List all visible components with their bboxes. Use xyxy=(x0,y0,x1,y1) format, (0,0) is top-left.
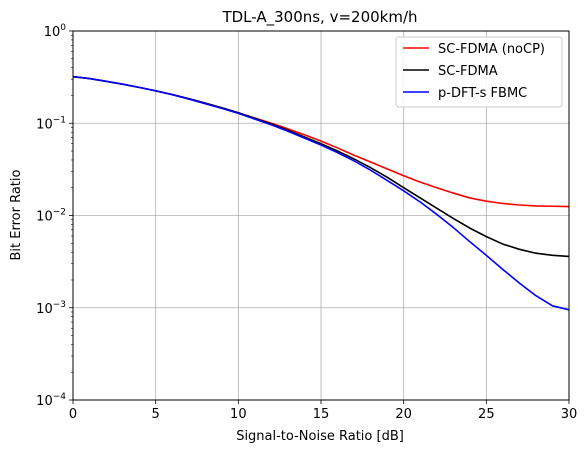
y-tick-label: 10−4 xyxy=(36,392,66,409)
chart-title: TDL-A_300ns, v=200km/h xyxy=(221,8,417,27)
x-tick-label: 30 xyxy=(561,407,578,422)
x-tick-label: 25 xyxy=(478,407,495,422)
y-tick-label: 10−3 xyxy=(36,300,66,317)
y-axis-ticks: 10−4 10−3 10−2 10−1 100 xyxy=(36,23,73,409)
x-tick-label: 0 xyxy=(69,407,77,422)
series-lines xyxy=(72,75,570,311)
legend-label: SC-FDMA (noCP) xyxy=(438,42,545,57)
y-tick-label: 10−2 xyxy=(36,208,66,225)
x-axis-ticks: 0 5 10 15 20 25 30 xyxy=(69,400,577,422)
x-axis-label: Signal-to-Noise Ratio [dB] xyxy=(236,429,404,444)
y-axis-label: Bit Error Ratio xyxy=(9,169,24,260)
legend-box xyxy=(395,36,563,108)
x-tick-label: 10 xyxy=(230,407,247,422)
legend-label: p-DFT-s FBMC xyxy=(438,86,527,101)
y-tick-label: 10−1 xyxy=(36,115,66,132)
y-tick-label: 100 xyxy=(44,23,67,40)
x-tick-label: 15 xyxy=(313,407,330,422)
x-tick-label: 5 xyxy=(152,407,160,422)
legend-label: SC-FDMA xyxy=(438,64,498,79)
series-line-3 xyxy=(72,75,570,311)
x-tick-label: 20 xyxy=(395,407,412,422)
legend: SC-FDMA (noCP) SC-FDMA p-DFT-s FBMC xyxy=(395,36,563,108)
